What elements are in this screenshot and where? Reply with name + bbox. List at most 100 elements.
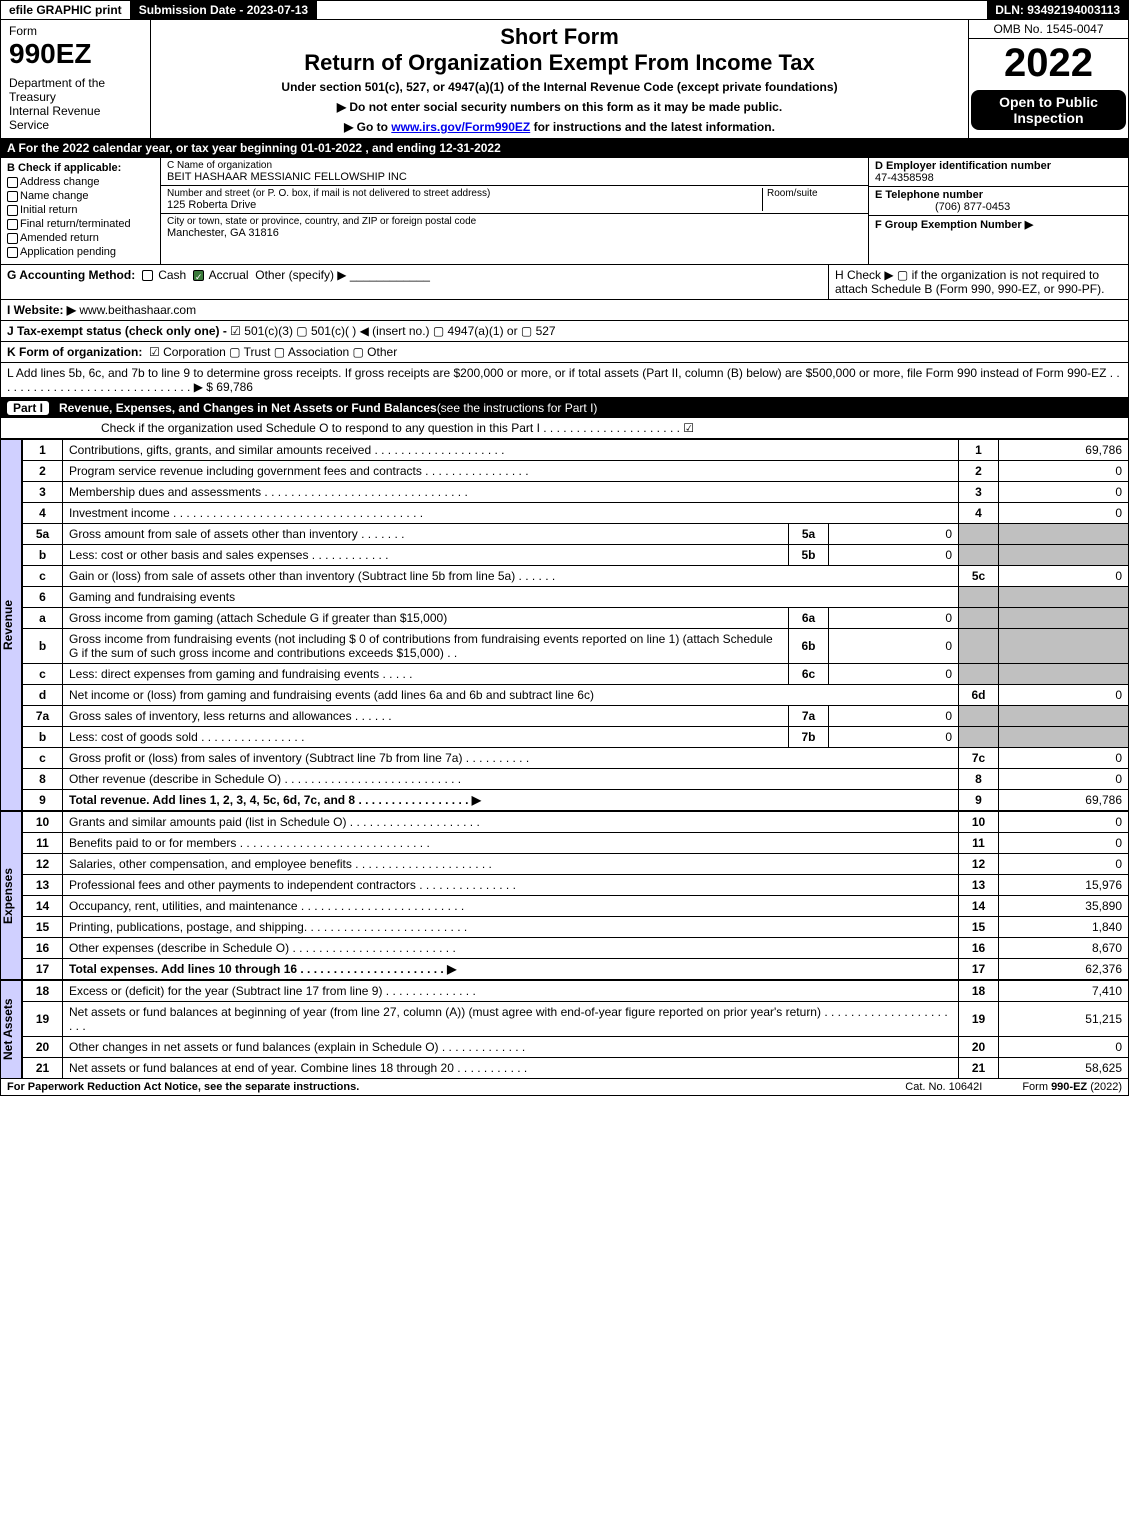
top-bar: efile GRAPHIC print Submission Date - 20… [0, 0, 1129, 20]
accounting-method: G Accounting Method: Cash Accrual Other … [1, 265, 828, 299]
line-13: 13Professional fees and other payments t… [23, 875, 1129, 896]
grp-label: F Group Exemption Number ▶ [875, 219, 1033, 231]
section-bcd: B Check if applicable: Address change Na… [0, 158, 1129, 265]
b-label: B Check if applicable: [7, 162, 154, 174]
chk-accrual[interactable] [193, 270, 204, 281]
form-footer-id: Form 990-EZ (2022) [1022, 1081, 1122, 1093]
short-form-label: Short Form [159, 24, 960, 50]
street-row: Number and street (or P. O. box, if mail… [161, 186, 868, 214]
room-label: Room/suite [767, 188, 862, 199]
line-1: 1Contributions, gifts, grants, and simil… [23, 440, 1129, 461]
line-4: 4Investment income . . . . . . . . . . .… [23, 503, 1129, 524]
line-19: 19Net assets or fund balances at beginni… [23, 1002, 1129, 1037]
line-7a: 7aGross sales of inventory, less returns… [23, 706, 1129, 727]
expenses-section: Expenses 10Grants and similar amounts pa… [0, 811, 1129, 980]
row-i-website: I Website: ▶ www.beithashaar.com [0, 300, 1129, 321]
street: 125 Roberta Drive [167, 199, 762, 211]
form-subtitle: Under section 501(c), 527, or 4947(a)(1)… [159, 80, 960, 94]
submission-date: Submission Date - 2023-07-13 [131, 1, 317, 19]
part-i-paren: (see the instructions for Part I) [437, 401, 598, 415]
line-18: 18Excess or (deficit) for the year (Subt… [23, 981, 1129, 1002]
tel-label: E Telephone number [875, 189, 983, 201]
line-20: 20Other changes in net assets or fund ba… [23, 1037, 1129, 1058]
efile-label: efile GRAPHIC print [1, 1, 131, 19]
row-gh: G Accounting Method: Cash Accrual Other … [0, 265, 1129, 300]
ein-label: D Employer identification number [875, 160, 1051, 172]
expenses-table: 10Grants and similar amounts paid (list … [22, 811, 1129, 980]
city: Manchester, GA 31816 [167, 227, 862, 239]
line-12: 12Salaries, other compensation, and empl… [23, 854, 1129, 875]
org-name: BEIT HASHAAR MESSIANIC FELLOWSHIP INC [167, 171, 862, 183]
line-16: 16Other expenses (describe in Schedule O… [23, 938, 1129, 959]
line-5b: bLess: cost or other basis and sales exp… [23, 545, 1129, 566]
revenue-vlabel: Revenue [0, 439, 22, 811]
col-b-checkboxes: B Check if applicable: Address change Na… [1, 158, 161, 264]
form-header: Form 990EZ Department of the Treasury In… [0, 20, 1129, 139]
page-footer: For Paperwork Reduction Act Notice, see … [0, 1079, 1129, 1096]
form-title: Return of Organization Exempt From Incom… [159, 50, 960, 76]
line-10: 10Grants and similar amounts paid (list … [23, 812, 1129, 833]
chk-address-change[interactable]: Address change [7, 176, 154, 188]
city-row: City or town, state or province, country… [161, 214, 868, 241]
col-c-org-info: C Name of organization BEIT HASHAAR MESS… [161, 158, 868, 264]
line-8: 8Other revenue (describe in Schedule O) … [23, 769, 1129, 790]
header-left: Form 990EZ Department of the Treasury In… [1, 20, 151, 138]
line-15: 15Printing, publications, postage, and s… [23, 917, 1129, 938]
line-7b: bLess: cost of goods sold . . . . . . . … [23, 727, 1129, 748]
department: Department of the Treasury Internal Reve… [9, 76, 142, 132]
line-11: 11Benefits paid to or for members . . . … [23, 833, 1129, 854]
line-21: 21Net assets or fund balances at end of … [23, 1058, 1129, 1079]
chk-cash[interactable] [142, 270, 153, 281]
part-i-check-line: Check if the organization used Schedule … [0, 418, 1129, 439]
line-6b: bGross income from fundraising events (n… [23, 629, 1129, 664]
line-5a: 5aGross amount from sale of assets other… [23, 524, 1129, 545]
part-i-header: Part I Revenue, Expenses, and Changes in… [0, 398, 1129, 418]
revenue-section: Revenue 1Contributions, gifts, grants, a… [0, 439, 1129, 811]
col-d-ein: D Employer identification number 47-4358… [868, 158, 1128, 264]
tel: (706) 877-0453 [875, 201, 1010, 213]
line-14: 14Occupancy, rent, utilities, and mainte… [23, 896, 1129, 917]
city-label: City or town, state or province, country… [167, 216, 862, 227]
line-6c: cLess: direct expenses from gaming and f… [23, 664, 1129, 685]
net-assets-section: Net Assets 18Excess or (deficit) for the… [0, 980, 1129, 1079]
ssn-warning: ▶ Do not enter social security numbers o… [159, 100, 960, 114]
street-label: Number and street (or P. O. box, if mail… [167, 188, 762, 199]
chk-amended-return[interactable]: Amended return [7, 232, 154, 244]
expenses-vlabel: Expenses [0, 811, 22, 980]
line-9: 9Total revenue. Add lines 1, 2, 3, 4, 5c… [23, 790, 1129, 811]
dln: DLN: 93492194003113 [987, 1, 1128, 19]
form-number: 990EZ [9, 38, 142, 70]
row-l-gross-receipts: L Add lines 5b, 6c, and 7b to line 9 to … [0, 363, 1129, 398]
row-a-tax-year: A For the 2022 calendar year, or tax yea… [0, 139, 1129, 158]
row-j-tax-exempt: J Tax-exempt status (check only one) - ☑… [0, 321, 1129, 342]
line-3: 3Membership dues and assessments . . . .… [23, 482, 1129, 503]
chk-final-return[interactable]: Final return/terminated [7, 218, 154, 230]
irs-link[interactable]: www.irs.gov/Form990EZ [391, 120, 530, 134]
cat-number: Cat. No. 10642I [905, 1081, 982, 1093]
website-value: www.beithashaar.com [79, 303, 196, 317]
line-7c: cGross profit or (loss) from sales of in… [23, 748, 1129, 769]
chk-name-change[interactable]: Name change [7, 190, 154, 202]
ein: 47-4358598 [875, 172, 934, 184]
tel-row: E Telephone number (706) 877-0453 [869, 187, 1128, 216]
instructions-link-line: ▶ Go to www.irs.gov/Form990EZ for instru… [159, 120, 960, 134]
org-name-label: C Name of organization [167, 160, 862, 171]
line-6: 6Gaming and fundraising events [23, 587, 1129, 608]
header-center: Short Form Return of Organization Exempt… [151, 20, 968, 138]
line-5c: cGain or (loss) from sale of assets othe… [23, 566, 1129, 587]
revenue-table: 1Contributions, gifts, grants, and simil… [22, 439, 1129, 811]
line-6d: dNet income or (loss) from gaming and fu… [23, 685, 1129, 706]
chk-initial-return[interactable]: Initial return [7, 204, 154, 216]
chk-application-pending[interactable]: Application pending [7, 246, 154, 258]
net-assets-vlabel: Net Assets [0, 980, 22, 1079]
part-i-tag: Part I [7, 401, 49, 415]
line-17: 17Total expenses. Add lines 10 through 1… [23, 959, 1129, 980]
group-exemption-row: F Group Exemption Number ▶ [869, 216, 1128, 233]
omb-number: OMB No. 1545-0047 [969, 20, 1128, 39]
row-k-form-of-org: K Form of organization: ☑ Corporation ▢ … [0, 342, 1129, 363]
line-6a: aGross income from gaming (attach Schedu… [23, 608, 1129, 629]
net-assets-table: 18Excess or (deficit) for the year (Subt… [22, 980, 1129, 1079]
org-name-row: C Name of organization BEIT HASHAAR MESS… [161, 158, 868, 186]
form-label: Form [9, 24, 142, 38]
paperwork-notice: For Paperwork Reduction Act Notice, see … [7, 1081, 865, 1093]
